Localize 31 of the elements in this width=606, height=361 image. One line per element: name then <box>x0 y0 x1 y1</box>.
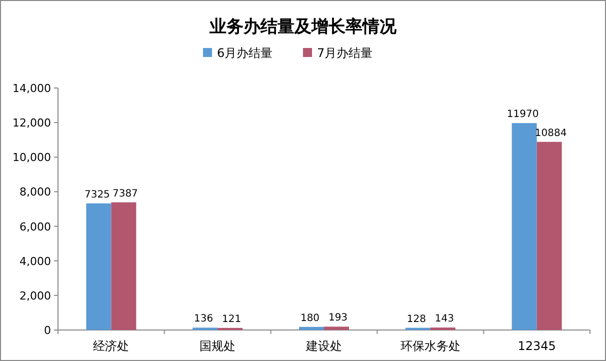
bar <box>536 142 562 330</box>
y-tick-label: 8,000 <box>20 186 51 199</box>
data-label: 7325 <box>84 189 110 200</box>
data-label: 180 <box>300 312 320 324</box>
data-label: 128 <box>406 314 426 325</box>
x-tick-label: 建设处 <box>305 339 342 353</box>
y-tick-label: 0 <box>44 324 51 337</box>
bar <box>512 123 537 330</box>
legend-label: 6月办结量 <box>217 46 273 60</box>
data-label: 143 <box>434 314 454 325</box>
y-tick-label: 2,000 <box>20 289 51 302</box>
data-label: 193 <box>328 312 348 324</box>
legend-label: 7月办结量 <box>317 46 373 60</box>
chart-title: 业务办结量及增长率情况 <box>208 17 398 37</box>
bar <box>324 326 349 330</box>
x-tick-label: 经济处 <box>93 339 130 353</box>
data-label: 121 <box>222 314 242 325</box>
x-tick-label: 国规处 <box>200 339 236 353</box>
y-tick-label: 4,000 <box>20 254 51 268</box>
data-label: 7387 <box>112 188 138 200</box>
bar <box>299 326 324 330</box>
data-label: 11970 <box>506 109 539 120</box>
x-tick-label: 12345 <box>518 339 556 353</box>
y-tick-label: 6,000 <box>20 220 51 234</box>
bar <box>86 203 112 330</box>
y-tick-label: 14,000 <box>12 82 51 95</box>
x-tick-label: 环保水务处 <box>400 339 460 353</box>
data-label: 136 <box>194 314 214 325</box>
bar <box>111 202 136 330</box>
y-tick-label: 12,000 <box>12 116 51 130</box>
y-tick-label: 10,000 <box>12 151 51 164</box>
